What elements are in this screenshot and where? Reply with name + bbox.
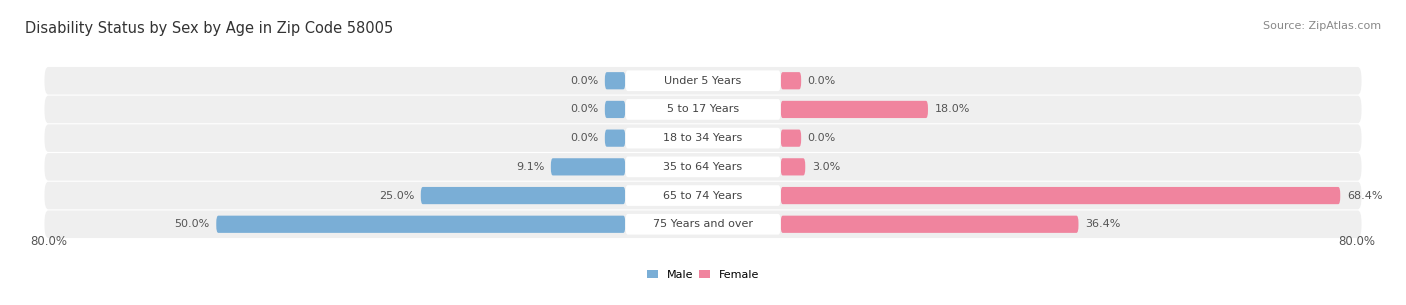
FancyBboxPatch shape bbox=[420, 187, 626, 204]
FancyBboxPatch shape bbox=[780, 158, 806, 175]
Text: Source: ZipAtlas.com: Source: ZipAtlas.com bbox=[1263, 21, 1381, 31]
FancyBboxPatch shape bbox=[605, 101, 626, 118]
Text: 80.0%: 80.0% bbox=[31, 235, 67, 248]
FancyBboxPatch shape bbox=[626, 99, 780, 120]
FancyBboxPatch shape bbox=[626, 70, 780, 91]
Text: 0.0%: 0.0% bbox=[569, 76, 599, 86]
FancyBboxPatch shape bbox=[45, 67, 1361, 95]
Text: 25.0%: 25.0% bbox=[378, 191, 415, 201]
FancyBboxPatch shape bbox=[780, 216, 1078, 233]
FancyBboxPatch shape bbox=[780, 72, 801, 89]
FancyBboxPatch shape bbox=[626, 156, 780, 177]
Text: 0.0%: 0.0% bbox=[807, 76, 837, 86]
FancyBboxPatch shape bbox=[45, 124, 1361, 152]
FancyBboxPatch shape bbox=[217, 216, 626, 233]
Text: 0.0%: 0.0% bbox=[569, 133, 599, 143]
FancyBboxPatch shape bbox=[780, 130, 801, 147]
FancyBboxPatch shape bbox=[45, 210, 1361, 238]
FancyBboxPatch shape bbox=[626, 185, 780, 206]
FancyBboxPatch shape bbox=[780, 101, 928, 118]
Text: 80.0%: 80.0% bbox=[1339, 235, 1375, 248]
Text: 35 to 64 Years: 35 to 64 Years bbox=[664, 162, 742, 172]
Legend: Male, Female: Male, Female bbox=[647, 270, 759, 280]
Text: 75 Years and over: 75 Years and over bbox=[652, 219, 754, 229]
Text: 36.4%: 36.4% bbox=[1085, 219, 1121, 229]
FancyBboxPatch shape bbox=[626, 214, 780, 235]
Text: Under 5 Years: Under 5 Years bbox=[665, 76, 741, 86]
FancyBboxPatch shape bbox=[626, 128, 780, 149]
Text: 50.0%: 50.0% bbox=[174, 219, 209, 229]
FancyBboxPatch shape bbox=[45, 153, 1361, 181]
Text: 0.0%: 0.0% bbox=[569, 104, 599, 114]
Text: 9.1%: 9.1% bbox=[516, 162, 544, 172]
FancyBboxPatch shape bbox=[605, 72, 626, 89]
FancyBboxPatch shape bbox=[45, 182, 1361, 209]
Text: 0.0%: 0.0% bbox=[807, 133, 837, 143]
Text: 18.0%: 18.0% bbox=[935, 104, 970, 114]
Text: 68.4%: 68.4% bbox=[1347, 191, 1382, 201]
Text: 3.0%: 3.0% bbox=[811, 162, 839, 172]
FancyBboxPatch shape bbox=[780, 187, 1340, 204]
FancyBboxPatch shape bbox=[605, 130, 626, 147]
FancyBboxPatch shape bbox=[551, 158, 626, 175]
Text: Disability Status by Sex by Age in Zip Code 58005: Disability Status by Sex by Age in Zip C… bbox=[25, 21, 394, 36]
Text: 18 to 34 Years: 18 to 34 Years bbox=[664, 133, 742, 143]
FancyBboxPatch shape bbox=[45, 96, 1361, 123]
Text: 5 to 17 Years: 5 to 17 Years bbox=[666, 104, 740, 114]
Text: 65 to 74 Years: 65 to 74 Years bbox=[664, 191, 742, 201]
